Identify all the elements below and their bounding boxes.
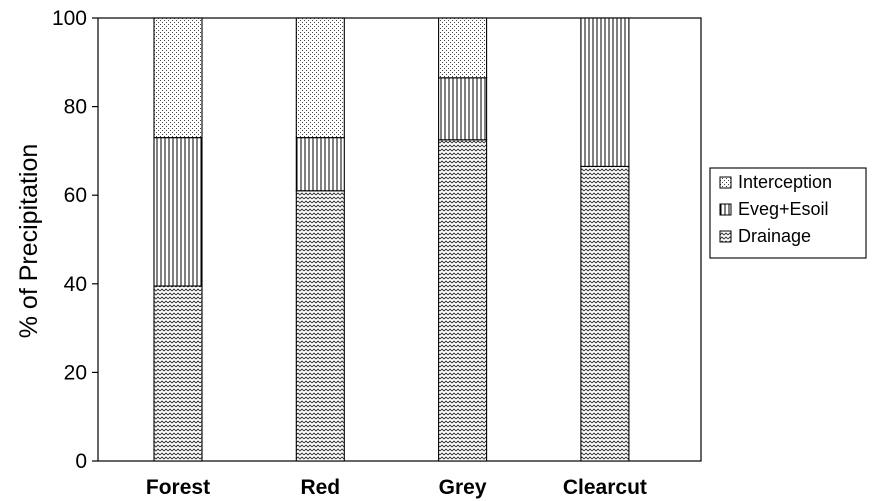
bar-segment-interception-red bbox=[295, 17, 345, 139]
legend-swatch bbox=[719, 203, 732, 216]
bar-segment-drainage-clearcut bbox=[580, 165, 630, 462]
bar-segment-drainage-grey bbox=[438, 139, 488, 462]
legend-swatch bbox=[719, 176, 732, 189]
legend-label: Eveg+Esoil bbox=[738, 199, 829, 219]
bar-segment-drainage-red bbox=[295, 190, 345, 462]
bar-segment-eveg-esoil-red bbox=[295, 137, 345, 192]
y-tick-label: 0 bbox=[75, 450, 87, 473]
legend: Interception Eveg+Esoil Drainage bbox=[709, 167, 867, 259]
y-tick-label: 40 bbox=[64, 273, 87, 296]
y-axis: 0 20 40 60 80 100 bbox=[52, 7, 98, 473]
plot-area bbox=[97, 17, 702, 462]
legend-label: Interception bbox=[738, 172, 832, 192]
y-tick-label: 60 bbox=[64, 184, 87, 207]
x-tick-label: Red bbox=[300, 476, 340, 499]
y-tick-label: 20 bbox=[64, 361, 87, 384]
y-tick-label: 100 bbox=[52, 7, 87, 30]
plot-border bbox=[97, 17, 702, 462]
y-axis-title: % of Precipitation bbox=[15, 144, 43, 339]
bars bbox=[153, 17, 630, 462]
bar-segment-drainage-forest bbox=[153, 285, 203, 462]
legend-box bbox=[709, 167, 867, 259]
x-tick-label: Forest bbox=[146, 476, 210, 499]
x-tick-label: Clearcut bbox=[563, 476, 647, 499]
bar-segment-interception-grey bbox=[438, 17, 488, 79]
legend-swatch bbox=[719, 230, 732, 243]
legend-label: Drainage bbox=[738, 226, 811, 246]
bar-segment-eveg-esoil-clearcut bbox=[580, 17, 630, 167]
x-tick-label: Grey bbox=[439, 476, 487, 499]
bar-segment-interception-forest bbox=[153, 17, 203, 139]
y-tick-label: 80 bbox=[64, 96, 87, 119]
bar-segment-eveg-esoil-grey bbox=[438, 77, 488, 141]
bar-segment-eveg-esoil-forest bbox=[153, 137, 203, 287]
x-axis-labels: Forest Red Grey Clearcut bbox=[146, 476, 647, 499]
